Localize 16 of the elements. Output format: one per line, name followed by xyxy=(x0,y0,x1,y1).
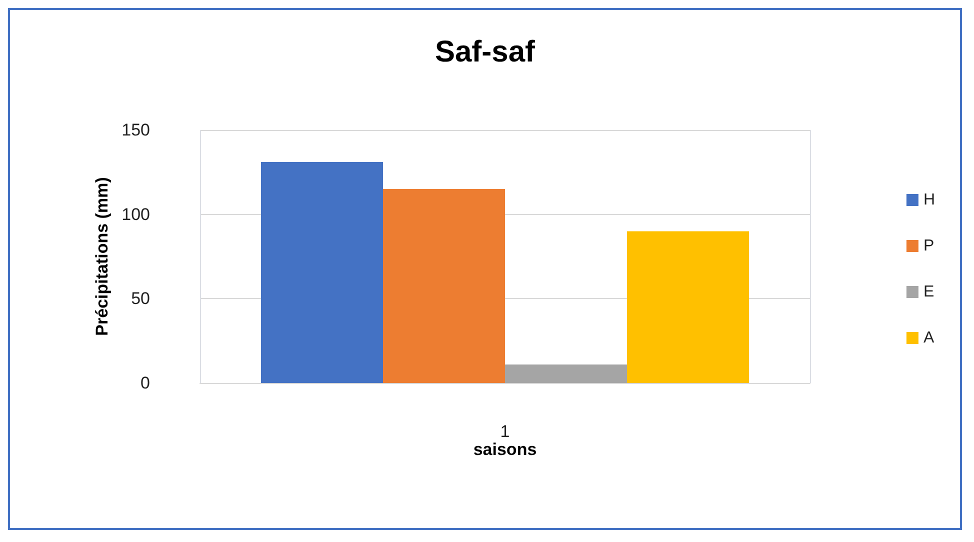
bar xyxy=(505,364,627,383)
chart-title: Saf-saf xyxy=(434,36,536,68)
x-tick-label: 1 xyxy=(500,422,510,441)
y-axis-title: Précipitations (mm) xyxy=(92,177,112,336)
bar xyxy=(383,189,505,383)
bar xyxy=(261,162,383,383)
legend-label: A xyxy=(923,330,934,346)
y-tick-label: 100 xyxy=(122,204,150,224)
y-tick-label: 150 xyxy=(122,120,150,140)
y-tick-label: 50 xyxy=(131,289,150,308)
y-tick-label: 0 xyxy=(140,374,150,392)
legend-label: E xyxy=(923,284,934,300)
bar xyxy=(627,231,749,383)
legend-label: H xyxy=(923,192,936,208)
x-axis-title: saisons xyxy=(473,440,537,459)
legend-label: P xyxy=(923,238,934,254)
